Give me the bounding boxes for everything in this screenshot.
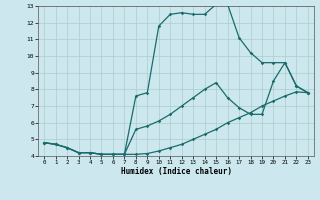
X-axis label: Humidex (Indice chaleur): Humidex (Indice chaleur) — [121, 167, 231, 176]
